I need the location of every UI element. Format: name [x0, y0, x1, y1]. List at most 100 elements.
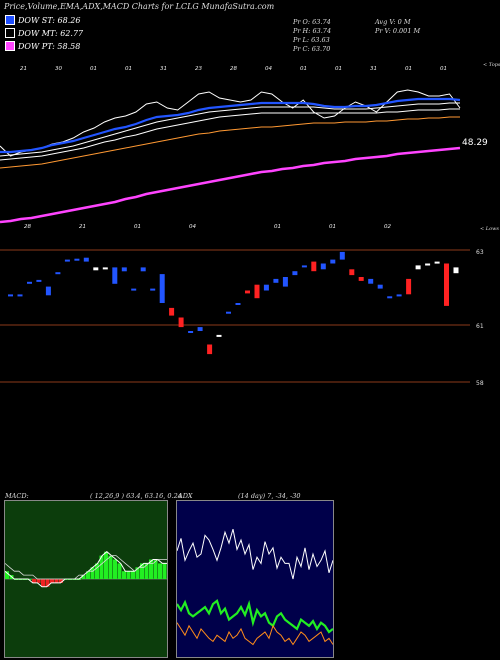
candle-bar: [358, 277, 364, 281]
macd-histogram-bar: [86, 571, 90, 579]
candle-bar: [377, 284, 383, 289]
candle-bar: [159, 274, 165, 303]
top-date-tick: 21: [20, 66, 27, 72]
legend-dow-st: DOW ST: 68.26: [5, 15, 80, 25]
macd-panel: [4, 500, 168, 658]
adx-series-line: [177, 622, 333, 646]
candle-bar: [349, 269, 355, 276]
candle-bar: [453, 267, 459, 274]
adx-background: [177, 501, 333, 657]
macd-histogram-bar: [140, 563, 144, 579]
macd-histogram-bar: [59, 579, 63, 583]
bottom-date-tick: 01: [134, 224, 141, 230]
macd-histogram-bar: [153, 559, 158, 579]
adx-series-line: [177, 598, 333, 634]
candle-bar: [216, 334, 222, 337]
legend-swatch-st: [5, 15, 15, 25]
legend-dow-pt: DOW PT: 58.58: [5, 41, 80, 51]
chart-title: Price,Volume,EMA,ADX,MACD Charts for LCL…: [4, 2, 275, 11]
top-date-tick: 01: [405, 66, 412, 72]
macd-histogram-bar: [95, 563, 99, 579]
ema-series-line: [0, 102, 460, 157]
legend-label-st: DOW ST: 68.26: [18, 15, 81, 25]
candle-bar: [121, 267, 127, 272]
price-chart: 21 30 01 01 31 23 28 04 01 01 31 01 01 28 21 01 04 01 01 02…: [0, 62, 500, 387]
macd-label: MACD:: [5, 492, 29, 500]
candle-bar: [169, 307, 175, 316]
candle-bar: [387, 296, 393, 299]
macd-histogram-bar: [50, 579, 54, 583]
candle-bar: [245, 290, 250, 294]
ema-series-line: [0, 116, 460, 169]
macd-histogram-bar: [27, 579, 32, 580]
ohlc-avg-volume: Avg V: 0 M: [375, 18, 411, 26]
macd-histogram-bar: [149, 559, 153, 579]
candle-bar: [45, 286, 51, 296]
candle-bar: [415, 265, 421, 270]
macd-histogram-bar: [144, 563, 149, 579]
candle-bar: [301, 265, 307, 268]
candle-bar: [235, 303, 241, 305]
macd-histogram-bar: [131, 571, 135, 579]
top-date-tick: 04: [265, 66, 272, 72]
candle-bar: [55, 272, 61, 275]
price-level-label: 63: [476, 249, 484, 256]
adx-series-line: [177, 528, 333, 580]
candle-bar: [282, 277, 288, 287]
candle-bar: [112, 267, 118, 284]
macd-histogram-bar: [122, 571, 126, 579]
candle-bar: [74, 258, 80, 261]
macd-histogram-bar: [36, 579, 41, 583]
lows-label: < Lows: [480, 226, 499, 232]
candle-bar: [406, 278, 412, 295]
tops-label: < Tops: [483, 62, 500, 68]
macd-histogram-bar: [81, 575, 86, 579]
candle-bar: [93, 267, 99, 271]
top-date-tick: 01: [90, 66, 97, 72]
candle-bar: [17, 294, 23, 297]
candle-bar: [425, 263, 431, 266]
candle-bar: [131, 288, 137, 291]
candle-bar: [396, 294, 402, 297]
macd-histogram-bar: [113, 559, 117, 579]
legend-swatch-mt: [5, 28, 15, 38]
adx-panel: [176, 500, 334, 658]
candle-bar: [188, 331, 194, 333]
top-date-tick: 28: [230, 66, 237, 72]
candle-bar: [83, 257, 89, 262]
candle-bar: [102, 267, 108, 270]
ema-series-line: [0, 108, 460, 161]
candle-bar: [368, 278, 374, 284]
ohlc-close: Pr C: 63.70: [293, 45, 331, 53]
ema-value-label: 48.29: [462, 138, 488, 148]
bottom-date-tick: 01: [329, 224, 336, 230]
top-date-tick: 01: [335, 66, 342, 72]
macd-histogram-bar: [158, 563, 162, 579]
top-date-tick: 23: [195, 66, 202, 72]
macd-histogram-bar: [90, 567, 95, 579]
macd-histogram-bar: [104, 551, 108, 579]
candle-bar: [197, 327, 203, 331]
candle-bar: [273, 278, 279, 283]
candle-bar: [434, 261, 440, 264]
macd-histogram-bar: [99, 555, 104, 579]
legend-dow-mt: DOW MT: 62.77: [5, 28, 83, 38]
bottom-date-tick: 04: [189, 224, 196, 230]
ohlc-low: Pr L: 63.63: [293, 36, 330, 44]
top-date-tick: 01: [440, 66, 447, 72]
candle-bar: [444, 263, 449, 306]
adx-params: (14 day) 7, -34, -30: [238, 492, 301, 500]
top-date-tick: 31: [370, 66, 377, 72]
ohlc-volume: Pr V: 0.001 M: [375, 27, 421, 35]
candle-bar: [140, 267, 146, 272]
ema-series-line: [0, 146, 461, 224]
macd-histogram-bar: [45, 579, 50, 587]
bottom-date-tick: 21: [79, 224, 86, 230]
candle-bar: [36, 279, 42, 282]
candle-bar: [178, 317, 184, 328]
candle-bar: [311, 261, 317, 272]
candle-bar: [320, 263, 326, 270]
price-level-label: 58: [476, 380, 484, 387]
macd-histogram-bar: [126, 571, 131, 579]
legend-label-mt: DOW MT: 62.77: [18, 28, 84, 38]
